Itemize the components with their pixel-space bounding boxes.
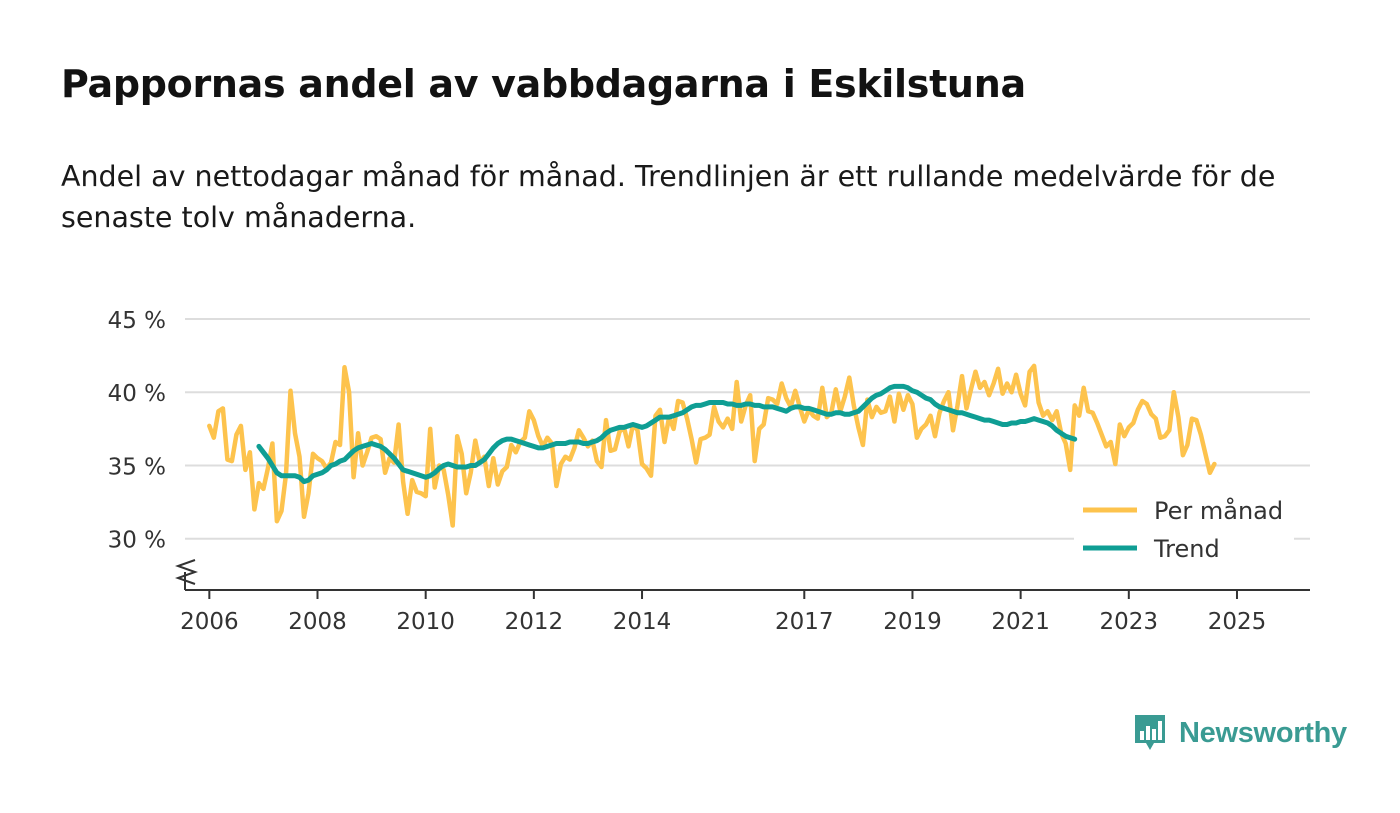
legend-background — [1074, 490, 1294, 572]
chart-series — [207, 363, 1217, 528]
x-tick-label: 2014 — [613, 609, 672, 635]
x-tick-label: 2017 — [775, 609, 834, 635]
y-tick-label: 45 % — [108, 308, 166, 334]
series-line-trend — [256, 383, 1078, 485]
y-tick-label: 40 % — [108, 381, 166, 407]
newsworthy-logo-icon — [1135, 715, 1165, 750]
series-line-monthly — [207, 363, 1217, 528]
x-tick-label: 2021 — [991, 609, 1050, 635]
brand-name: Newsworthy — [1179, 716, 1347, 749]
x-tick-label: 2010 — [396, 609, 455, 635]
chart-subtitle: Andel av nettodagar månad för månad. Tre… — [61, 160, 1276, 234]
legend: Per månad Trend — [1074, 490, 1294, 572]
x-tick-label: 2019 — [883, 609, 942, 635]
y-axis-labels: 30 % 35 % 40 % 45 % — [108, 308, 166, 554]
brand-logo: Newsworthy — [1133, 713, 1347, 753]
axis-break-icon — [174, 559, 199, 585]
x-tick-label: 2025 — [1208, 609, 1267, 635]
x-tick-label: 2006 — [180, 609, 239, 635]
legend-label-trend: Trend — [1153, 535, 1220, 563]
x-tick-label: 2023 — [1100, 609, 1159, 635]
x-axis: 2006 2008 2010 2012 2014 2017 2019 2021 2023 2025 — [174, 559, 1310, 635]
x-tick-label: 2008 — [288, 609, 347, 635]
y-tick-label: 35 % — [108, 454, 166, 480]
legend-label-per-manad: Per månad — [1154, 496, 1283, 525]
x-tick-label: 2012 — [505, 609, 564, 635]
y-tick-label: 30 % — [108, 528, 166, 554]
chart-title: Pappornas andel av vabbdagarna i Eskilst… — [61, 62, 1026, 106]
